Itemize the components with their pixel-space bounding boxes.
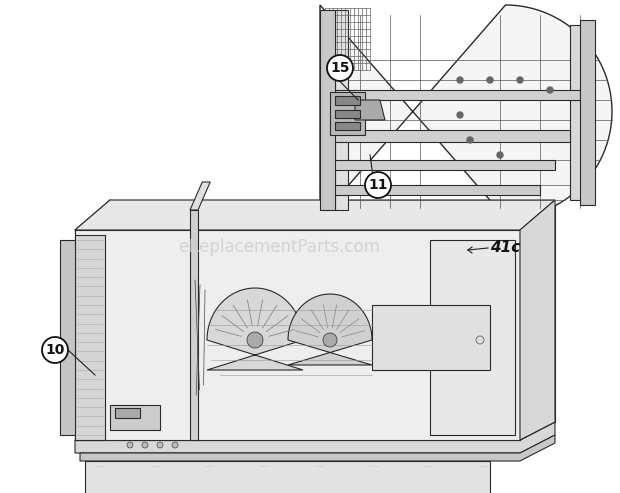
Text: 10: 10 bbox=[45, 343, 64, 357]
Text: eReplacementParts.com: eReplacementParts.com bbox=[178, 238, 380, 255]
Polygon shape bbox=[320, 185, 540, 195]
Text: 11: 11 bbox=[368, 178, 388, 192]
Polygon shape bbox=[335, 96, 360, 105]
Polygon shape bbox=[320, 160, 555, 170]
Polygon shape bbox=[288, 294, 372, 365]
Polygon shape bbox=[320, 5, 612, 218]
Polygon shape bbox=[320, 90, 580, 100]
Polygon shape bbox=[570, 25, 582, 200]
Polygon shape bbox=[330, 92, 365, 135]
Circle shape bbox=[247, 332, 263, 348]
Polygon shape bbox=[75, 230, 520, 440]
Circle shape bbox=[487, 77, 493, 83]
Circle shape bbox=[467, 137, 473, 143]
Circle shape bbox=[457, 112, 463, 118]
Polygon shape bbox=[335, 122, 360, 130]
Polygon shape bbox=[75, 422, 555, 453]
Polygon shape bbox=[190, 182, 210, 210]
Polygon shape bbox=[110, 405, 160, 430]
Text: 41c: 41c bbox=[490, 241, 520, 255]
Circle shape bbox=[517, 77, 523, 83]
Polygon shape bbox=[75, 235, 105, 440]
Polygon shape bbox=[80, 435, 555, 461]
Polygon shape bbox=[430, 240, 515, 435]
Polygon shape bbox=[207, 288, 303, 370]
Circle shape bbox=[172, 442, 178, 448]
Circle shape bbox=[323, 333, 337, 347]
Polygon shape bbox=[190, 210, 198, 440]
Polygon shape bbox=[372, 305, 490, 370]
Polygon shape bbox=[115, 408, 140, 418]
Circle shape bbox=[127, 442, 133, 448]
Circle shape bbox=[327, 55, 353, 81]
Polygon shape bbox=[320, 130, 570, 142]
Polygon shape bbox=[75, 200, 555, 230]
Polygon shape bbox=[320, 10, 335, 210]
Text: 15: 15 bbox=[330, 61, 350, 75]
Circle shape bbox=[457, 77, 463, 83]
Polygon shape bbox=[85, 461, 490, 493]
Polygon shape bbox=[355, 100, 385, 120]
Polygon shape bbox=[580, 20, 595, 205]
Circle shape bbox=[157, 442, 163, 448]
Circle shape bbox=[365, 172, 391, 198]
Circle shape bbox=[142, 442, 148, 448]
Circle shape bbox=[547, 87, 553, 93]
Polygon shape bbox=[335, 10, 348, 210]
Circle shape bbox=[42, 337, 68, 363]
Polygon shape bbox=[520, 200, 555, 440]
Polygon shape bbox=[60, 240, 75, 435]
Circle shape bbox=[497, 152, 503, 158]
Polygon shape bbox=[335, 110, 360, 118]
